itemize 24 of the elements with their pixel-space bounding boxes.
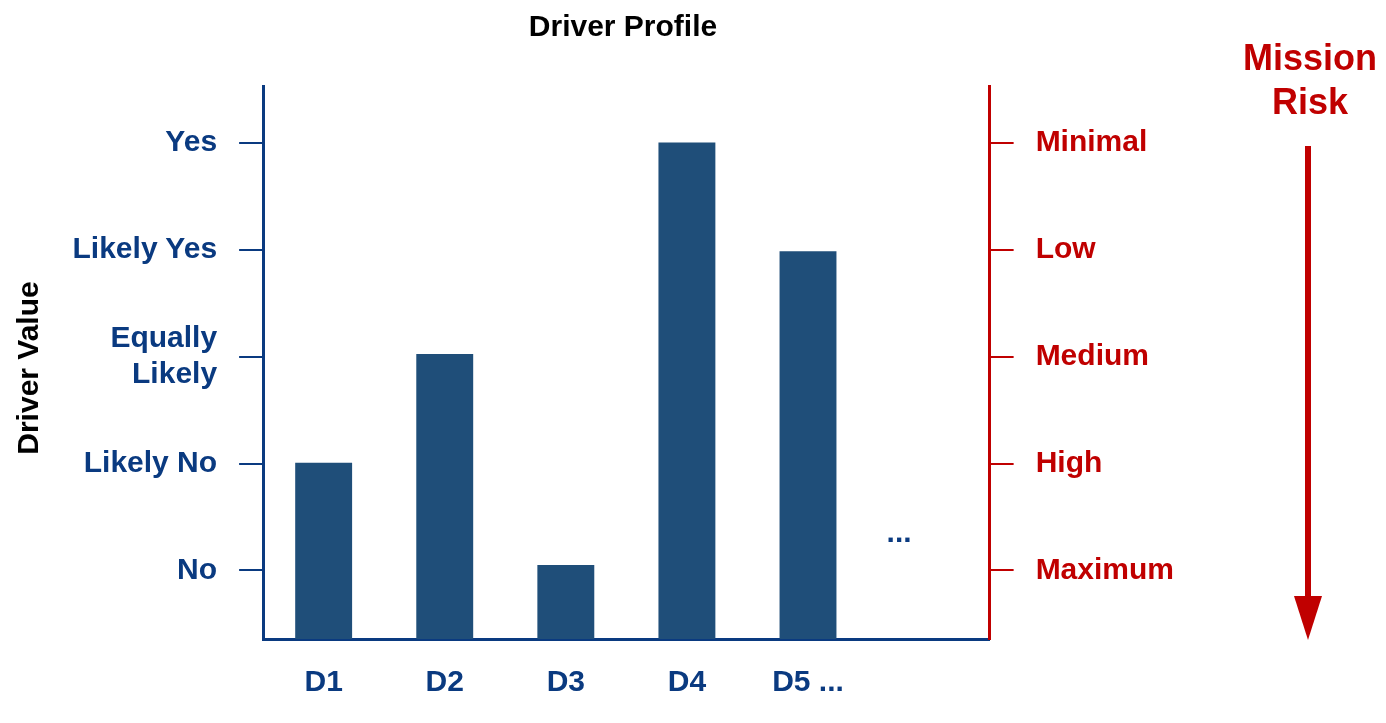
- category-label: High: [1035, 444, 1103, 478]
- x-tick-label: D2: [425, 664, 464, 698]
- x-tick-label: D3: [546, 664, 586, 698]
- x-tick-label: D1: [304, 664, 343, 698]
- annotation: ...: [886, 515, 912, 549]
- x-tick-label: D4: [667, 664, 707, 698]
- category-label: No: [177, 551, 218, 585]
- bar: [658, 142, 716, 639]
- category-label: Equally Likely: [110, 319, 218, 389]
- category-label: Likely Yes: [72, 230, 218, 264]
- bar: [779, 251, 837, 639]
- bar: [295, 462, 353, 639]
- category-label: Low: [1035, 230, 1096, 264]
- bar: [537, 565, 595, 639]
- category-label: Minimal: [1035, 123, 1148, 157]
- bar: [416, 354, 474, 639]
- text: Driver Value: [10, 280, 45, 457]
- category-label: Medium: [1035, 337, 1149, 371]
- category-label: Likely No: [83, 444, 218, 478]
- category-label: Yes: [165, 123, 218, 157]
- text: Mission Risk: [1242, 36, 1378, 124]
- x-tick-label: D5 ...: [772, 664, 844, 698]
- chart-title: Driver Profile: [528, 9, 718, 43]
- category-label: Maximum: [1035, 551, 1175, 585]
